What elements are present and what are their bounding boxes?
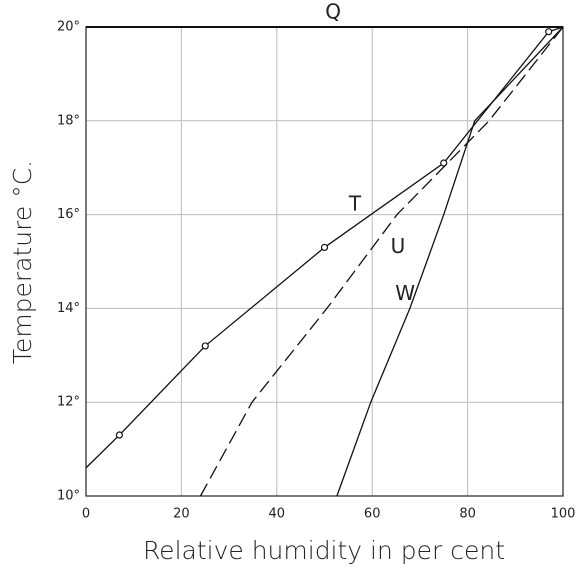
y-tick-label: 18° (57, 113, 80, 128)
y-axis-label: Temperature °C. (8, 160, 37, 364)
point (201, 342, 209, 350)
x-axis-label: Relative humidity in per cent (143, 536, 505, 565)
point (440, 159, 448, 167)
x-tick-label: 0 (82, 507, 90, 522)
y-tick-label: 10° (57, 489, 80, 504)
curve-label: T (348, 192, 362, 216)
x-tick-label: 40 (269, 507, 286, 522)
x-tick-label: 60 (364, 507, 381, 522)
point (320, 243, 329, 252)
plot-frame (85, 26, 564, 497)
curve-label: Q (325, 0, 341, 23)
curve-label: W (395, 281, 415, 305)
y-tick-label: 14° (57, 301, 80, 316)
point (115, 431, 123, 439)
x-tick-label: 20 (173, 507, 190, 522)
y-tick-label: 16° (57, 207, 80, 222)
x-tick-label: 80 (459, 507, 476, 522)
curve-label: U (391, 234, 406, 258)
y-tick-label: 12° (57, 395, 80, 410)
x-tick-label: 100 (551, 507, 576, 522)
line (336, 26, 564, 497)
y-tick-label: 20° (57, 20, 80, 35)
point (545, 28, 553, 36)
line (199, 26, 564, 497)
